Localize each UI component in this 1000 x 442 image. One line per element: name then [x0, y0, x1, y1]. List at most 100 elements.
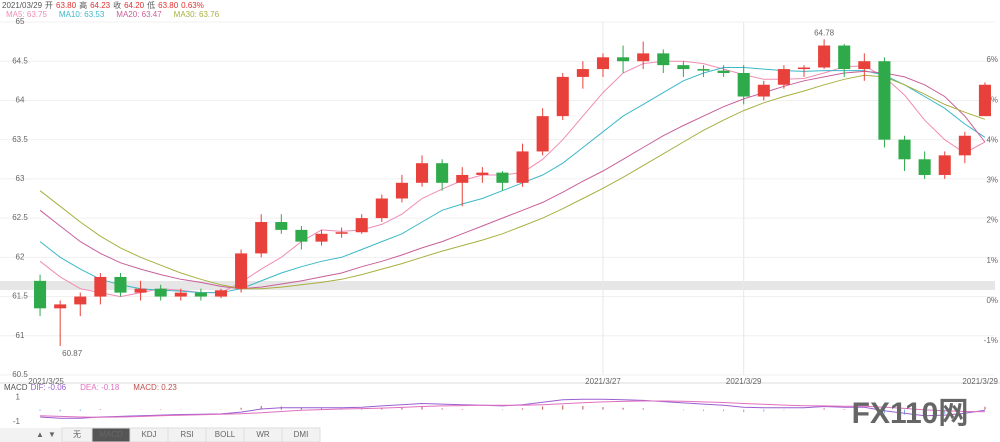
- y2-tick-label: 3%: [986, 176, 998, 185]
- candle-body: [194, 292, 207, 297]
- candle-body: [918, 159, 931, 175]
- x-tick-label: 2021/3/29: [962, 377, 998, 386]
- candle-body: [114, 276, 127, 293]
- candle-body: [576, 69, 589, 77]
- y2-tick-label: -1%: [984, 336, 998, 345]
- candle-body: [456, 174, 469, 183]
- candle-body: [556, 76, 569, 117]
- tab-label[interactable]: DMI: [294, 430, 309, 439]
- macd-dif-label: DIF: -0.06: [31, 383, 67, 392]
- ma-line: [39, 67, 986, 294]
- legend-item: MA5: 63.75: [6, 10, 47, 19]
- header-item: 开: [45, 1, 53, 10]
- candle-body: [797, 67, 811, 70]
- candle-body: [214, 290, 228, 297]
- y-tick-label: 61: [16, 331, 25, 340]
- candle-body: [757, 84, 770, 97]
- candle-body: [295, 229, 308, 242]
- tab-label[interactable]: KDJ: [141, 430, 156, 439]
- candle-body: [335, 232, 348, 234]
- header-item: 63.80: [56, 1, 77, 10]
- y-tick-label: 65: [16, 17, 25, 26]
- header-item: 收: [113, 0, 121, 10]
- ma-line: [39, 70, 986, 290]
- y2-tick-label: 2%: [986, 216, 998, 225]
- tab-label[interactable]: WR: [256, 430, 270, 439]
- highlight-band: [0, 281, 995, 290]
- header: 2021/03/29 开 63.80 高 64.23 收 64.20 低 63.80 0.63%: [2, 0, 204, 10]
- x-tick-label: 2021/3/25: [28, 377, 64, 386]
- x-tick-label: 2021/3/29: [726, 377, 762, 386]
- header-item: 2021/03/29: [2, 1, 43, 10]
- candle-body: [958, 135, 971, 156]
- candle-body: [275, 222, 288, 230]
- x-tick-label: 2021/3/27: [585, 377, 621, 386]
- candle-body: [677, 65, 690, 70]
- candle-body: [737, 72, 750, 97]
- y-tick-label: 61.5: [12, 292, 28, 301]
- y2-tick-label: 6%: [986, 55, 998, 64]
- candle-body: [697, 69, 710, 71]
- max-label: 64.78: [814, 28, 835, 37]
- candle-body: [878, 61, 891, 140]
- macd-tick-label: -1: [13, 417, 21, 426]
- header-item: 64.20: [124, 1, 145, 10]
- tab-label[interactable]: MACD: [99, 430, 123, 439]
- header-item: 64.23: [90, 1, 111, 10]
- tab[interactable]: [281, 427, 321, 442]
- candle-body: [858, 61, 871, 70]
- y2-tick-label: 0%: [986, 296, 998, 305]
- candle-body: [315, 233, 328, 242]
- header-item: 高: [79, 0, 87, 10]
- candle-body: [436, 163, 449, 183]
- y-tick-label: 64: [16, 96, 25, 105]
- dea-line: [40, 400, 985, 418]
- candle-body: [978, 84, 991, 117]
- legend-item: MA20: 63.47: [116, 10, 162, 19]
- candle-body: [818, 45, 831, 68]
- y-tick-label: 62.5: [12, 213, 28, 222]
- candle-body: [174, 292, 187, 297]
- candle-body: [617, 57, 630, 62]
- macd-legend: MACD DIF: -0.06 DEA: -0.18 MACD: 0.23: [4, 383, 177, 392]
- candle-body: [54, 304, 67, 309]
- candle-body: [476, 172, 489, 175]
- candle-body: [596, 57, 609, 70]
- arrow-button[interactable]: ▼: [48, 430, 56, 439]
- candle-body: [777, 69, 790, 85]
- y-tick-label: 63.5: [12, 135, 28, 144]
- y2-tick-label: 4%: [986, 135, 998, 144]
- min-label: 60.87: [62, 349, 83, 358]
- candle-body: [657, 53, 670, 66]
- candle-body: [536, 116, 549, 152]
- macd-tick-label: 1: [16, 392, 21, 401]
- header-item: 63.80: [158, 1, 179, 10]
- candle-body: [637, 53, 650, 62]
- legend-item: MA10: 63.53: [59, 10, 105, 19]
- tab-label[interactable]: RSI: [180, 430, 193, 439]
- candle-body: [154, 288, 167, 297]
- candle-body: [416, 163, 429, 183]
- tab-label[interactable]: 无: [73, 430, 81, 439]
- macd-hist-label: MACD: 0.23: [133, 383, 177, 392]
- y2-tick-label: 1%: [986, 256, 998, 265]
- candle-body: [74, 296, 87, 305]
- arrow-button[interactable]: ▲: [36, 430, 44, 439]
- candle-body: [94, 276, 107, 297]
- tab-label[interactable]: BOLL: [215, 430, 236, 439]
- candle-body: [516, 151, 529, 183]
- y-tick-label: 60.5: [12, 370, 28, 379]
- legend-item: MA30: 63.76: [174, 10, 220, 19]
- y-tick-label: 63: [16, 174, 25, 183]
- candle-body: [255, 222, 268, 254]
- header-item: 0.63%: [181, 1, 204, 10]
- candle-body: [938, 155, 951, 175]
- ma-line: [39, 74, 986, 290]
- macd-dea-label: DEA: -0.18: [80, 383, 120, 392]
- watermark: FX110网: [852, 397, 969, 430]
- macd-title: MACD: [4, 383, 28, 392]
- header-item: 低: [147, 0, 155, 10]
- legend: MA5: 63.75 MA10: 63.53 MA20: 63.47 MA30: 63…: [6, 10, 220, 19]
